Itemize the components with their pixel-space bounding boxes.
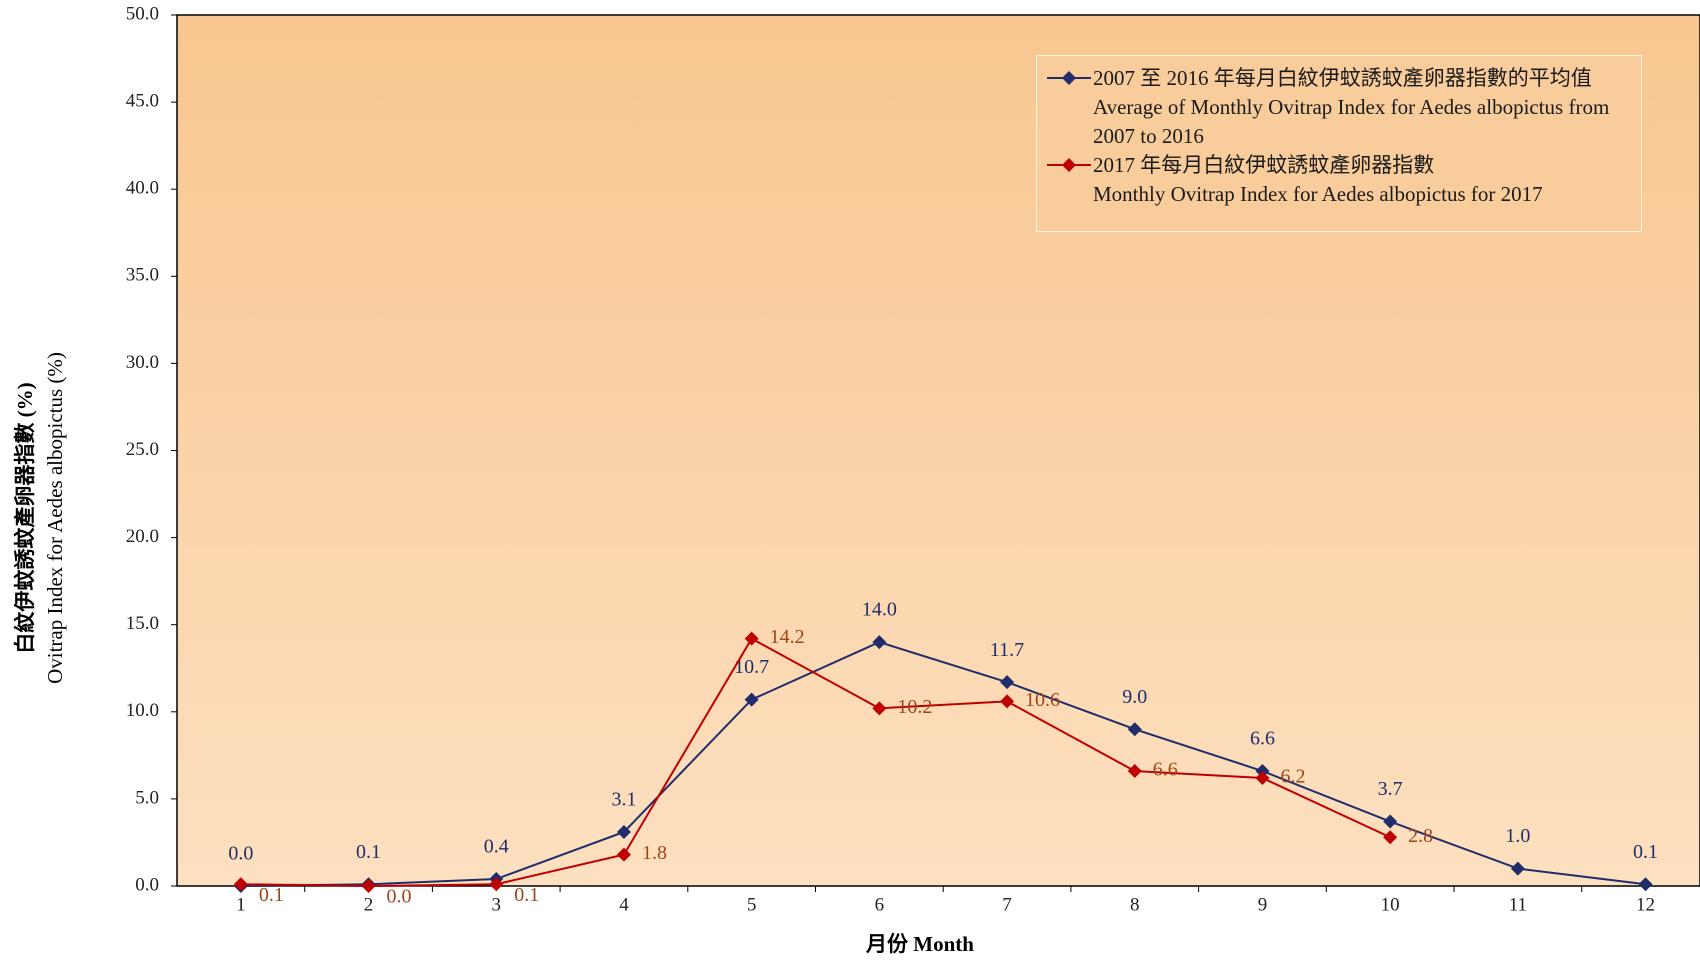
x-tick-label: 8: [1130, 894, 1140, 915]
data-label: 1.8: [642, 842, 667, 864]
point: [1638, 877, 1653, 892]
data-label: 14.2: [770, 626, 805, 648]
y-tick-label: 40.0: [126, 178, 159, 199]
point: [361, 879, 376, 893]
x-tick-label: 3: [492, 894, 502, 915]
point: [1383, 830, 1398, 845]
data-label: 0.1: [514, 884, 539, 906]
x-tick-label: 7: [1002, 894, 1012, 915]
data-label: 0.4: [484, 836, 509, 858]
y-axis-label: 白紋伊蚊誘蚊產卵器指數 (%): [13, 382, 37, 653]
y-tick-label: 15.0: [126, 613, 159, 634]
x-tick-label: 6: [875, 894, 885, 915]
y-tick-label: 25.0: [126, 439, 159, 460]
point: [1127, 722, 1142, 737]
y-tick-label: 50.0: [126, 3, 159, 24]
y-tick-label: 45.0: [126, 90, 159, 111]
data-label: 1.0: [1505, 825, 1530, 847]
data-label: 10.7: [734, 656, 769, 678]
legend-swatch: [1047, 71, 1091, 85]
point: [1255, 770, 1270, 785]
legend: 2007 至 2016 年每月白紋伊蚊誘蚊產卵器指數的平均值 Average o…: [1036, 55, 1642, 232]
data-label: 10.6: [1025, 689, 1060, 711]
point: [1510, 861, 1525, 876]
legend-marker: [1062, 71, 1076, 85]
data-label: 11.7: [990, 639, 1024, 661]
series-line: [240, 641, 1646, 887]
y-axis-label: Ovitrap Index for Aedes albopictus (%): [43, 352, 67, 684]
legend-entry: 2017 年每月白紋伊蚊誘蚊產卵器指數 Monthly Ovitrap Inde…: [1047, 151, 1631, 209]
point: [1000, 694, 1015, 709]
legend-label: 2007 至 2016 年每月白紋伊蚊誘蚊產卵器指數的平均值 Average o…: [1093, 66, 1610, 148]
y-tick-label: 20.0: [126, 526, 159, 547]
y-tick-label: 5.0: [135, 787, 159, 808]
legend-entry: 2007 至 2016 年每月白紋伊蚊誘蚊產卵器指數的平均值 Average o…: [1047, 64, 1631, 151]
x-tick-label: 10: [1381, 894, 1400, 915]
y-tick-label: 0.0: [135, 874, 159, 895]
data-label: 0.0: [387, 886, 412, 908]
point: [744, 692, 759, 707]
data-label: 0.1: [356, 841, 381, 863]
x-axis-label: 月份 Month: [865, 932, 974, 956]
data-label: 10.2: [897, 696, 932, 718]
x-tick-label: 1: [236, 894, 246, 915]
x-tick-label: 9: [1258, 894, 1268, 915]
legend-label: 2017 年每月白紋伊蚊誘蚊產卵器指數 Monthly Ovitrap Inde…: [1093, 153, 1543, 206]
legend-marker: [1062, 158, 1076, 172]
point: [872, 701, 887, 716]
data-label: 0.1: [259, 884, 284, 906]
y-tick-label: 30.0: [126, 352, 159, 373]
point: [744, 631, 759, 646]
point: [1000, 675, 1015, 690]
point: [489, 877, 504, 892]
series-line: [240, 637, 1391, 888]
point: [616, 847, 631, 862]
x-tick-label: 5: [747, 894, 757, 915]
point: [616, 824, 631, 839]
data-label: 2.8: [1408, 825, 1433, 847]
y-tick-label: 10.0: [126, 700, 159, 721]
point: [1127, 764, 1142, 779]
x-tick-label: 4: [619, 894, 629, 915]
data-label: 0.1: [1633, 841, 1658, 863]
x-tick-label: 11: [1509, 894, 1527, 915]
legend-swatch: [1047, 158, 1091, 172]
point: [233, 877, 248, 892]
data-label: 9.0: [1122, 686, 1147, 708]
data-label: 3.1: [611, 789, 636, 811]
point: [872, 635, 887, 650]
data-label: 3.7: [1378, 778, 1403, 800]
x-tick-label: 12: [1636, 894, 1655, 915]
point: [1383, 814, 1398, 829]
x-tick-label: 2: [364, 894, 374, 915]
data-label: 14.0: [862, 599, 897, 621]
y-tick-label: 35.0: [126, 265, 159, 286]
data-label: 6.2: [1280, 766, 1305, 788]
data-label: 6.6: [1250, 728, 1275, 750]
data-label: 0.0: [228, 843, 253, 865]
data-label: 6.6: [1153, 759, 1178, 781]
